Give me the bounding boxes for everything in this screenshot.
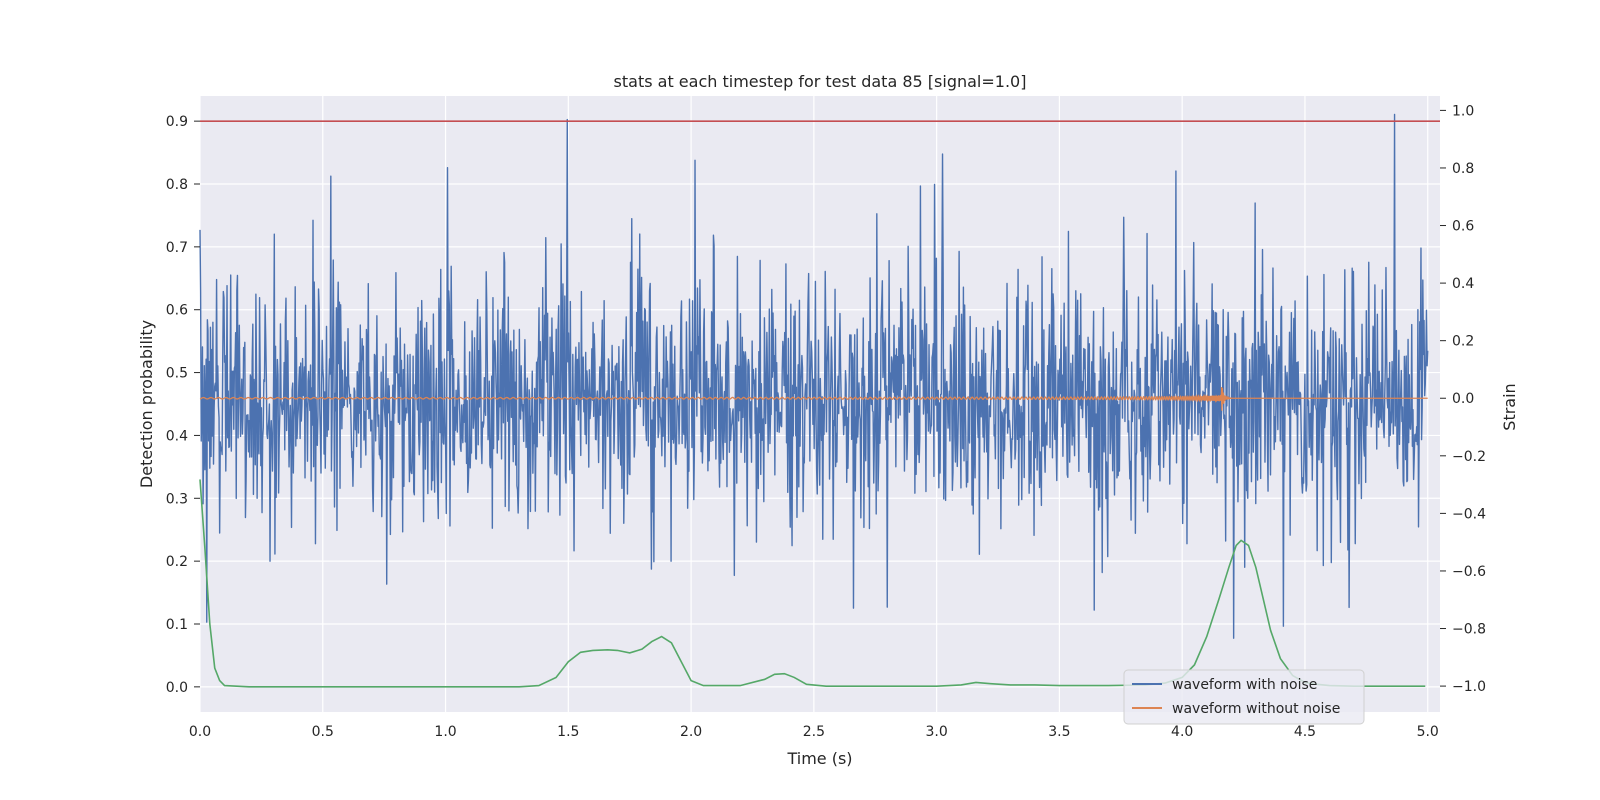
y-right-axis-ticks: −1.0 −0.8 −0.6 −0.4 −0.2 0.0 0.2 0.4 0.6 0.8 1.0 [1440,103,1486,695]
chirp-series-layer [199,387,1428,411]
y-tick-label: 0.3 [166,491,188,507]
y-tick-label: 0.8 [166,177,188,193]
y-right-tick-label: −0.8 [1452,622,1486,638]
y-right-tick-label: 0.2 [1452,334,1474,350]
y-right-tick-label: 0.4 [1452,276,1474,292]
y-right-tick-label: 0.6 [1452,219,1474,235]
y-axis-ticks: 0.0 0.1 0.2 0.3 0.4 0.5 0.6 0.7 0.8 0.9 [166,114,200,696]
x-tick-label: 4.5 [1294,724,1316,740]
y-right-tick-label: 0.8 [1452,161,1474,177]
x-tick-label: 3.5 [1048,724,1070,740]
y-tick-label: 0.2 [166,554,188,570]
x-tick-label: 0.0 [189,724,211,740]
x-tick-label: 4.0 [1171,724,1193,740]
x-tick-label: 5.0 [1417,724,1439,740]
chart-title: stats at each timestep for test data 85 … [614,72,1027,91]
detection-probability-line [199,479,1426,688]
y-tick-label: 0.1 [166,617,188,633]
y-tick-label: 0.5 [166,366,188,382]
noise-series-layer [199,113,1429,639]
y-tick-label: 0.0 [166,680,188,696]
y-tick-label: 0.7 [166,240,188,256]
y-right-tick-label: 0.0 [1452,391,1474,407]
x-axis-ticks: 0.0 0.5 1.0 1.5 2.0 2.5 3.0 3.5 4.0 4.5 5.0 [189,724,1439,740]
probability-series-layer [199,479,1426,688]
y-right-axis-label: Strain [1500,383,1519,430]
y-right-tick-label: −0.6 [1452,564,1486,580]
x-tick-label: 1.5 [557,724,579,740]
legend-label-clean: waveform without noise [1172,701,1340,717]
y-right-tick-label: 1.0 [1452,103,1474,119]
y-tick-label: 0.6 [166,303,188,319]
x-tick-label: 0.5 [312,724,334,740]
legend-box [1123,669,1365,725]
x-tick-label: 2.5 [803,724,825,740]
x-tick-label: 2.0 [680,724,702,740]
clean-waveform-line [199,387,1428,411]
x-axis-label: Time (s) [786,749,852,768]
y-right-tick-label: −0.4 [1452,506,1486,522]
noise-waveform-line [199,113,1429,639]
y-tick-label: 0.4 [166,428,188,444]
legend-label-noise: waveform with noise [1172,677,1317,693]
x-tick-label: 1.0 [434,724,456,740]
y-tick-label: 0.9 [166,114,188,130]
y-right-tick-label: −1.0 [1452,679,1486,695]
y-right-tick-label: −0.2 [1452,449,1486,465]
x-tick-label: 3.0 [926,724,948,740]
legend: waveform with noise waveform without noi… [1123,669,1365,725]
y-axis-label: Detection probability [137,320,156,488]
